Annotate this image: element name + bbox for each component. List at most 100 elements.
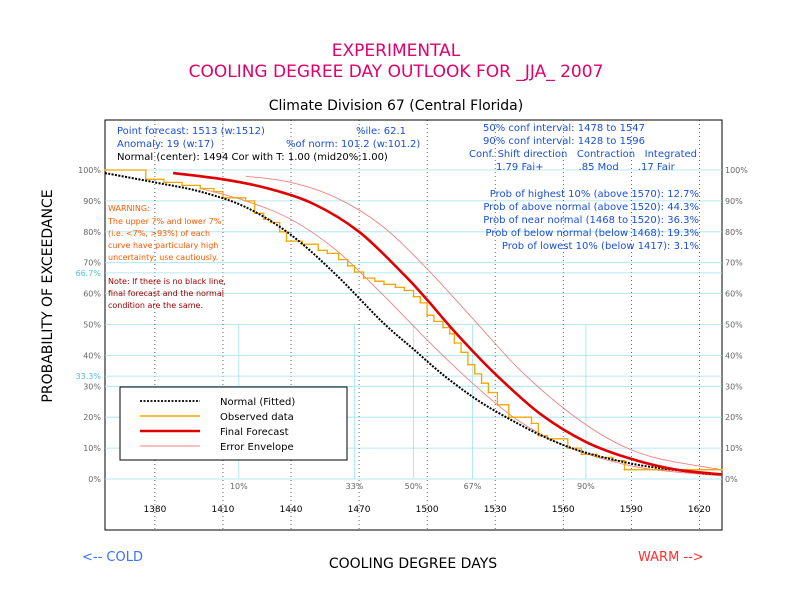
observed-point-28 (442, 326, 444, 329)
x-tick-1410: 1410 (212, 505, 235, 515)
observed-point-29 (448, 332, 451, 335)
title-line2: COOLING DEGREE DAY OUTLOOK FOR _JJA_ 200… (189, 62, 604, 82)
warning-line-1: The upper 7% and lower 7% (107, 217, 222, 226)
y-tick-left-0: 0% (88, 475, 101, 484)
observed-point-34 (480, 382, 483, 385)
y-tick-left-100: 100% (78, 166, 101, 175)
conf50-text: 50% conf interval: 1478 to 1547 (483, 123, 645, 134)
y-tick-left-10: 10% (83, 444, 101, 453)
y-tick-right-60: 60% (725, 290, 743, 299)
prob-below-normal: Prob of below normal (below 1468): 19.3% (485, 228, 699, 239)
y-tick-right-40: 40% (725, 351, 743, 360)
observed-point-27 (433, 320, 435, 323)
observed-point-17 (346, 264, 349, 267)
percentile-label-10%: 10% (230, 482, 248, 491)
observed-point-46 (721, 468, 723, 471)
y-tick-right-70: 70% (725, 259, 743, 268)
observed-point-33 (473, 373, 476, 375)
observed-point-14 (317, 249, 320, 252)
observed-point-31 (460, 351, 463, 354)
ref-label-33.3%: 33.3% (76, 372, 102, 381)
observed-point-8 (253, 212, 256, 215)
observed-point-25 (419, 301, 422, 304)
y-tick-left-20: 20% (83, 413, 101, 422)
series-envelope-upper (245, 175, 723, 471)
observed-point-32 (467, 363, 469, 366)
x-tick-1560: 1560 (552, 505, 575, 515)
legend-label-envelope: Error Envelope (220, 442, 294, 453)
legend: Normal (Fitted) Observed data Final Fore… (119, 386, 348, 461)
y-tick-right-100: 100% (725, 166, 748, 175)
observed-point-0 (104, 169, 106, 171)
warm-label: WARM --> (638, 550, 704, 565)
plot-frame (104, 119, 723, 531)
warning-title: WARNING: (108, 204, 150, 213)
observed-point-4 (199, 187, 202, 190)
note-line-3: condition are the same. (108, 301, 203, 310)
observed-point-11 (278, 230, 281, 233)
warning-line-2: (i.e. <7%, >93%) of each (108, 229, 210, 238)
observed-point-16 (337, 258, 340, 261)
legend-label-observed: Observed data (220, 412, 294, 423)
y-tick-left-40: 40% (83, 351, 101, 360)
legend-box (119, 386, 348, 461)
y-tick-left-70: 70% (83, 259, 101, 268)
percentile-label-33%: 33% (346, 482, 364, 491)
subtitle: Climate Division 67 (Central Florida) (269, 98, 523, 114)
series-observed (105, 169, 722, 471)
y-tick-right-30: 30% (725, 382, 743, 391)
conf-header-text: Conf. Shift direction Contraction Integr… (469, 149, 697, 160)
x-tick-1620: 1620 (688, 505, 711, 515)
legend-label-final: Final Forecast (220, 427, 289, 438)
observed-point-12 (285, 240, 288, 242)
y-tick-right-50: 50% (725, 321, 743, 330)
observed-point-15 (326, 252, 329, 255)
percentile-text: %ile: 62.1 (356, 126, 406, 137)
percentile-label-50%: 50% (405, 482, 423, 491)
x-tick-1440: 1440 (280, 505, 303, 515)
observed-point-19 (362, 277, 365, 280)
x-tick-1590: 1590 (620, 505, 643, 515)
cold-label: <-- COLD (82, 550, 143, 565)
x-tick-1380: 1380 (143, 505, 166, 515)
percentile-label-90%: 90% (577, 482, 595, 491)
observed-point-3 (181, 184, 184, 187)
series-envelope-lower (200, 188, 723, 477)
note-line-1: Note: If there is no black line, (108, 277, 226, 286)
pct-of-norm-text: %of norm: 101.2 (w:101.2) (286, 139, 420, 150)
observed-point-26 (426, 314, 429, 317)
normal-center-text: Normal (center): 1494 Cor with T: 1.00 (… (117, 152, 388, 163)
anomaly-text: Anomaly: 19 (w:17) (117, 139, 214, 150)
observed-point-43 (596, 456, 599, 459)
y-tick-left-30: 30% (83, 382, 101, 391)
conf-values-text: 1.79 Fai+ .85 Mod .17 Fair (496, 162, 676, 173)
observed-point-1 (144, 178, 147, 181)
x-tick-1500: 1500 (416, 505, 439, 515)
x-tick-1470: 1470 (348, 505, 371, 515)
y-tick-left-80: 80% (83, 228, 101, 237)
series-normal-fitted (104, 172, 723, 476)
series-final-forecast (172, 171, 723, 476)
point-forecast-text: Point forecast: 1513 (w:1512) (117, 126, 265, 137)
percentile-label-67%: 67% (464, 482, 482, 491)
y-tick-right-0: 0% (725, 475, 738, 484)
prob-near-normal: Prob of near normal (1468 to 1520): 36.3… (483, 215, 699, 226)
legend-label-normal: Normal (Fitted) (220, 397, 295, 408)
x-tick-1530: 1530 (484, 505, 507, 515)
observed-point-23 (403, 289, 406, 292)
observed-point-41 (566, 447, 569, 449)
y-tick-left-50: 50% (83, 321, 101, 330)
observed-point-7 (244, 200, 247, 202)
observed-point-36 (496, 403, 499, 406)
warning-line-3: curve have particulary high (108, 241, 218, 250)
conf90-text: 90% conf interval: 1428 to 1596 (483, 136, 645, 147)
ref-label-66.7%: 66.7% (76, 269, 102, 278)
note-line-2: final forecast and the normal (108, 289, 224, 298)
series-layer (104, 169, 723, 477)
prob-lowest-10: Prob of lowest 10% (below 1417): 3.1% (502, 241, 699, 252)
x-axis-label: COOLING DEGREE DAYS (329, 556, 497, 572)
axis-ticks: 66.7% 33.3% 10% 33% 50% 67% 90% 0% 0% 10% 10% 20% 20… (76, 166, 749, 515)
observed-point-22 (394, 286, 397, 289)
observed-point-21 (383, 283, 385, 286)
observed-point-18 (353, 271, 356, 273)
